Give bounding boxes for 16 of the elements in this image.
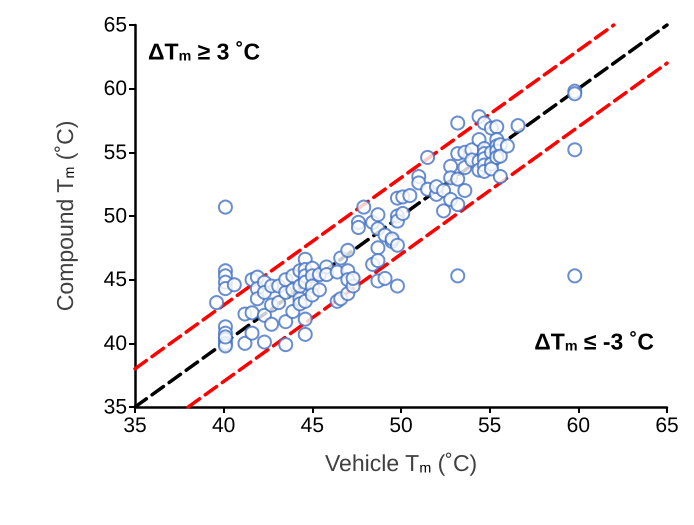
x-tick-label: 65 [655,414,679,437]
y-tick-label: 65 [104,14,127,36]
y-tick-label: 50 [104,204,127,228]
x-tick-label: 55 [478,414,502,437]
x-tick-label: 45 [300,414,324,437]
x-tick-label: 50 [389,414,413,437]
annotation: ΔTm ≥ 3 ˚C [148,38,260,65]
x-axis-title: Vehicle Tm (˚C) [324,450,478,476]
x-tick-label: 60 [566,414,590,437]
y-tick-label: 60 [104,77,127,100]
y-axis-title: Compound Tm (˚C) [52,120,78,312]
y-tick-label: 45 [104,268,127,292]
annotation: ΔTm ≤ -3 ˚C [534,328,654,355]
x-tick-label: 40 [212,414,236,437]
y-tick-label: 40 [104,332,127,355]
y-tick-label: 55 [104,140,127,164]
